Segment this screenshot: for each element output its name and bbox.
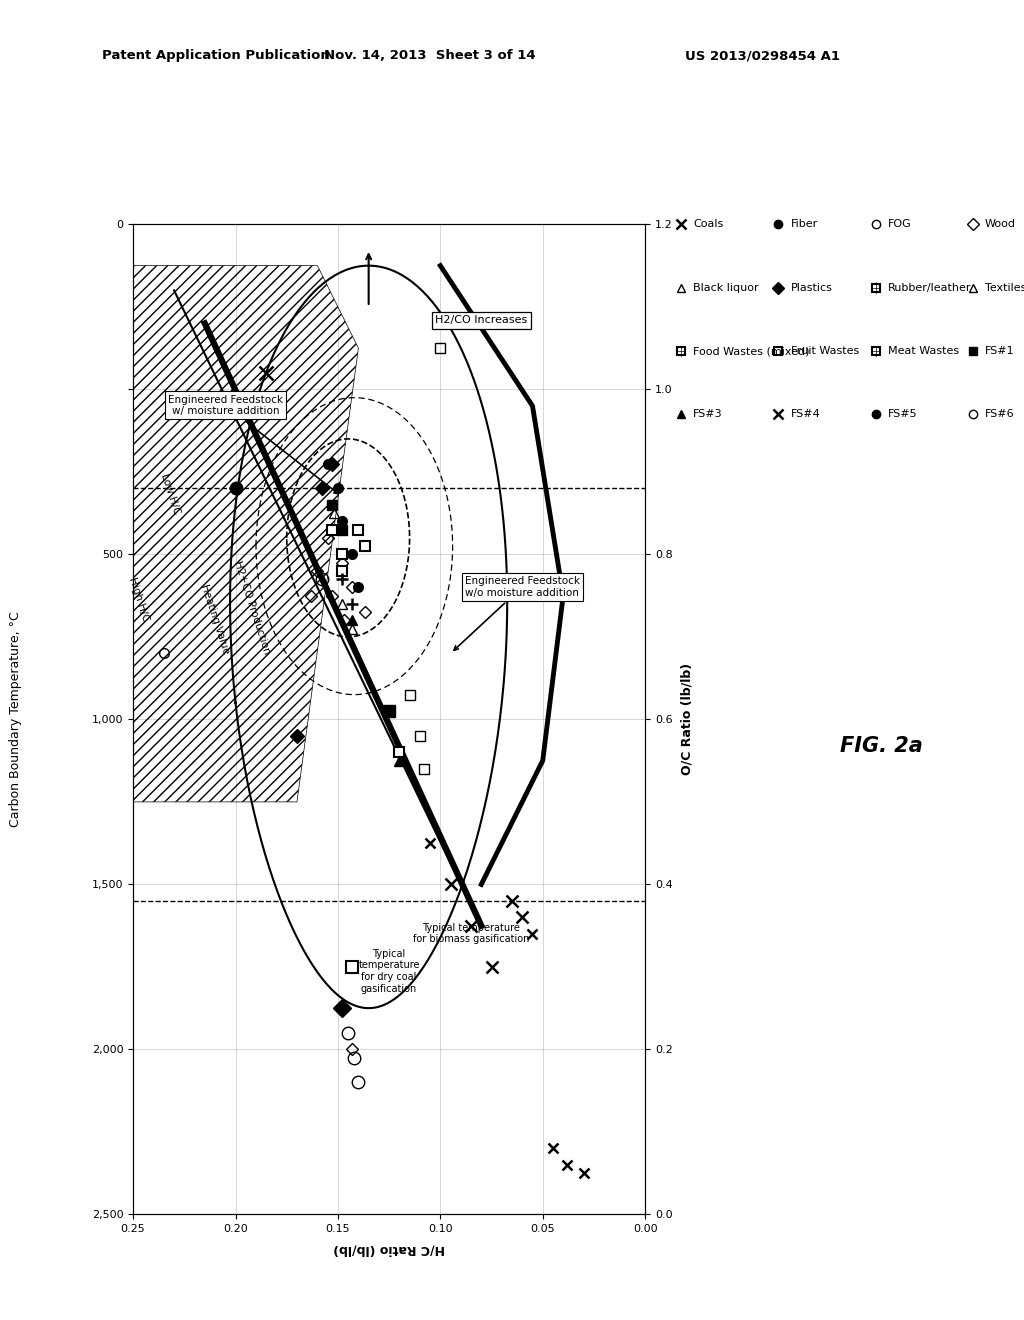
Text: Black liquor: Black liquor	[693, 282, 759, 293]
Text: Rubber/leather: Rubber/leather	[888, 282, 972, 293]
Text: Textiles: Textiles	[985, 282, 1024, 293]
Text: Wood: Wood	[985, 219, 1016, 230]
Text: Engineered Feedstock
w/o moisture addition: Engineered Feedstock w/o moisture additi…	[454, 576, 580, 651]
Text: Nov. 14, 2013  Sheet 3 of 14: Nov. 14, 2013 Sheet 3 of 14	[325, 49, 536, 62]
Text: Meat Wastes: Meat Wastes	[888, 346, 958, 356]
Text: FS#3: FS#3	[693, 409, 723, 420]
Text: FS#4: FS#4	[791, 409, 820, 420]
Text: Engineered Feedstock
w/ moisture addition: Engineered Feedstock w/ moisture additio…	[168, 395, 338, 494]
Text: H2+CO Production: H2+CO Production	[232, 560, 271, 656]
Text: FOG: FOG	[888, 219, 911, 230]
Y-axis label: O/C Ratio (lb/lb): O/C Ratio (lb/lb)	[681, 664, 694, 775]
Text: Typical temperature
for biomass gasification: Typical temperature for biomass gasifica…	[413, 923, 529, 944]
Text: Fiber: Fiber	[791, 219, 818, 230]
Text: Typical
temperature
for dry coal
gasification: Typical temperature for dry coal gasific…	[358, 949, 420, 994]
Text: High H/C: High H/C	[127, 576, 152, 623]
Text: Food Wastes (mixed): Food Wastes (mixed)	[693, 346, 810, 356]
Y-axis label: Carbon Boundary Temperature, °C: Carbon Boundary Temperature, °C	[9, 611, 23, 828]
Text: FS#5: FS#5	[888, 409, 918, 420]
Text: H2/CO Increases: H2/CO Increases	[435, 315, 527, 326]
Text: Low H/C: Low H/C	[159, 471, 181, 515]
Text: Heating Value: Heating Value	[199, 583, 231, 656]
Text: FS#1: FS#1	[985, 346, 1015, 356]
X-axis label: H/C Ratio (lb/lb): H/C Ratio (lb/lb)	[333, 1242, 445, 1255]
Text: FS#6: FS#6	[985, 409, 1015, 420]
Text: Coals: Coals	[693, 219, 724, 230]
Text: US 2013/0298454 A1: US 2013/0298454 A1	[685, 49, 840, 62]
Text: FIG. 2a: FIG. 2a	[840, 737, 923, 756]
Text: Plastics: Plastics	[791, 282, 833, 293]
Text: Patent Application Publication: Patent Application Publication	[102, 49, 330, 62]
Text: Fruit Wastes: Fruit Wastes	[791, 346, 859, 356]
